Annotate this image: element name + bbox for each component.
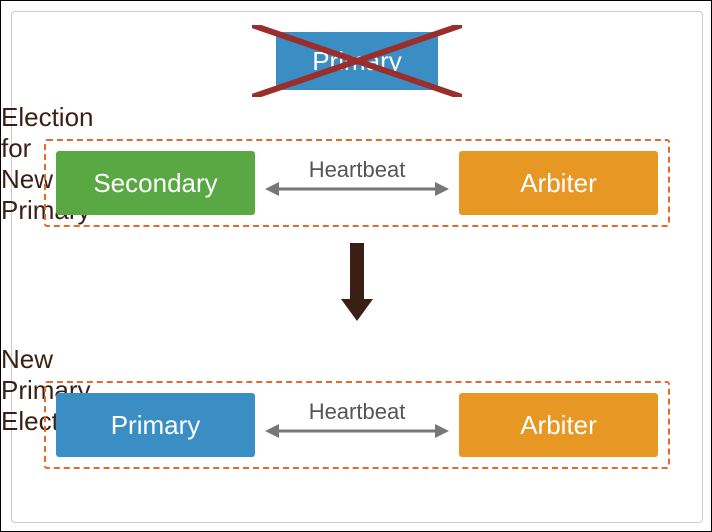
node-label: Secondary: [93, 168, 217, 199]
heartbeat-arrow-icon: [265, 421, 449, 441]
arrow-down-icon: [337, 243, 377, 321]
node-arbiter-2: Arbiter: [459, 393, 658, 457]
node-failed-primary: Primary: [276, 32, 438, 90]
heartbeat-arrow-icon: [265, 179, 449, 199]
node-arbiter-1: Arbiter: [459, 151, 658, 215]
node-label: Primary: [111, 410, 201, 441]
node-secondary: Secondary: [56, 151, 255, 215]
node-label: Primary: [312, 46, 402, 77]
node-primary: Primary: [56, 393, 255, 457]
node-label: Arbiter: [520, 168, 597, 199]
node-label: Arbiter: [520, 410, 597, 441]
